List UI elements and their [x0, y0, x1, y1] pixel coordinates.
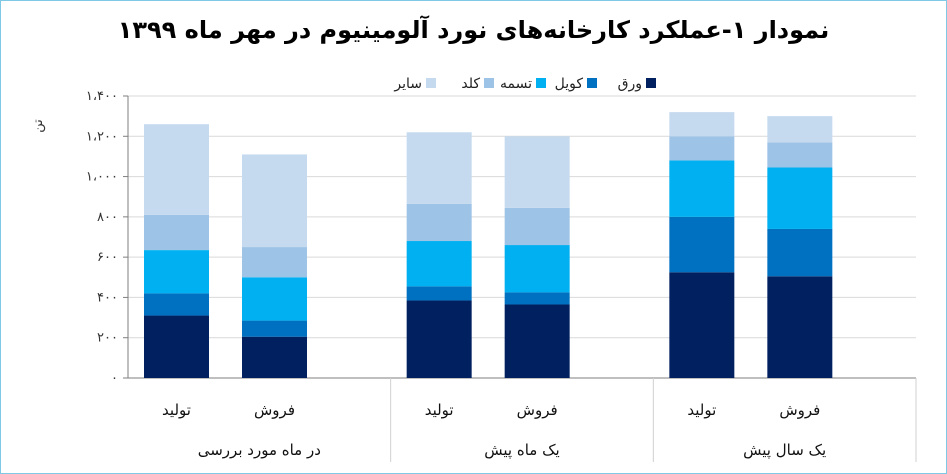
y-tick-label: ۶۰۰ — [97, 250, 118, 265]
bar-segment — [144, 315, 209, 378]
bar-segment — [669, 216, 735, 273]
x-group-label: یک سال پیش — [743, 441, 826, 460]
bar-segment — [242, 336, 307, 378]
bar-segment — [504, 245, 570, 293]
x-category-label: فروش — [779, 401, 820, 419]
legend-label: کویل — [555, 76, 584, 92]
y-axis-label: تن — [31, 119, 46, 133]
bar-segment — [767, 276, 833, 378]
legend-label: تسمه — [500, 76, 532, 92]
legend-label: سایر — [393, 76, 422, 92]
x-category-label: تولید — [687, 401, 716, 419]
y-tick-label: ۴۰۰ — [97, 290, 118, 305]
bar-segment — [669, 112, 735, 137]
bar-segment — [767, 116, 833, 143]
y-tick-label: ۱،۲۰۰ — [86, 129, 118, 144]
y-tick-label: ۱،۴۰۰ — [86, 89, 118, 104]
bar-segment — [504, 136, 570, 208]
y-tick-label: ۱،۰۰۰ — [86, 170, 118, 185]
legend-label: ورق — [618, 76, 642, 92]
bar-segment — [504, 304, 570, 378]
legend-swatch — [646, 78, 656, 88]
y-tick-label: ۰ — [111, 371, 118, 386]
y-tick-label: ۸۰۰ — [97, 210, 118, 225]
legend-swatch — [587, 78, 597, 88]
x-group-label: در ماه مورد بررسی — [198, 441, 321, 459]
x-category-label: تولید — [162, 401, 191, 419]
bar-segment — [669, 136, 735, 161]
legend-label: کلد — [461, 76, 480, 92]
bar-segment — [669, 160, 735, 217]
x-category-label: تولید — [425, 401, 454, 419]
bar-segment — [242, 154, 307, 248]
chart-title: نمودار ۱-عملکرد کارخانه‌های نورد آلومینی… — [117, 16, 830, 44]
bar-segment — [144, 124, 209, 215]
bar-segment — [504, 207, 570, 246]
legend-swatch — [484, 78, 494, 88]
bar-segment — [406, 241, 472, 287]
legend-swatch — [536, 78, 546, 88]
x-category-label: فروش — [254, 401, 295, 419]
bar-segment — [406, 286, 472, 301]
bar-segment — [144, 293, 209, 316]
bar-segment — [767, 167, 833, 229]
bar-segment — [406, 300, 472, 378]
bar-segment — [767, 142, 833, 168]
bar-segment — [767, 228, 833, 277]
bar-segment — [406, 203, 472, 242]
legend-swatch — [426, 78, 436, 88]
bar-segment — [242, 320, 307, 337]
bar-segment — [242, 277, 307, 321]
x-category-label: فروش — [517, 401, 558, 419]
bar-segment — [406, 132, 472, 204]
y-tick-label: ۲۰۰ — [97, 331, 118, 346]
bar-segment — [504, 292, 570, 305]
bar-segment — [144, 214, 209, 251]
bar-segment — [242, 247, 307, 278]
bar-segment — [144, 250, 209, 294]
x-group-label: یک ماه پیش — [484, 441, 559, 460]
bar-segment — [669, 272, 735, 378]
